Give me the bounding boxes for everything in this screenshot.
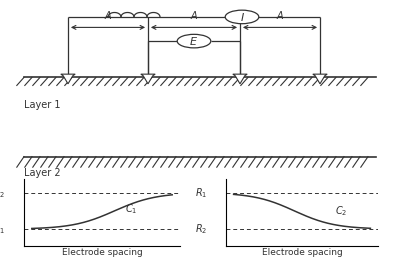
Polygon shape bbox=[313, 74, 327, 84]
Polygon shape bbox=[141, 74, 155, 84]
X-axis label: Electrode spacing: Electrode spacing bbox=[62, 249, 142, 257]
Text: Layer 2: Layer 2 bbox=[24, 168, 61, 178]
Text: $R_1$: $R_1$ bbox=[195, 186, 208, 200]
Text: $E$: $E$ bbox=[190, 35, 198, 47]
Polygon shape bbox=[233, 74, 247, 84]
Text: $R_2$: $R_2$ bbox=[0, 186, 5, 200]
Circle shape bbox=[225, 10, 259, 24]
Text: $A$: $A$ bbox=[104, 9, 112, 21]
Text: $A$: $A$ bbox=[276, 9, 284, 21]
Text: $C_2$: $C_2$ bbox=[336, 204, 348, 218]
Text: $A$: $A$ bbox=[190, 9, 198, 21]
Text: $C_1$: $C_1$ bbox=[126, 202, 138, 216]
Text: $R_2$: $R_2$ bbox=[196, 222, 208, 236]
Text: Layer 1: Layer 1 bbox=[24, 100, 60, 110]
Text: $R_1$: $R_1$ bbox=[0, 222, 5, 236]
Text: $I$: $I$ bbox=[240, 11, 244, 23]
Circle shape bbox=[177, 34, 211, 48]
Polygon shape bbox=[61, 74, 75, 84]
X-axis label: Electrode spacing: Electrode spacing bbox=[262, 249, 342, 257]
